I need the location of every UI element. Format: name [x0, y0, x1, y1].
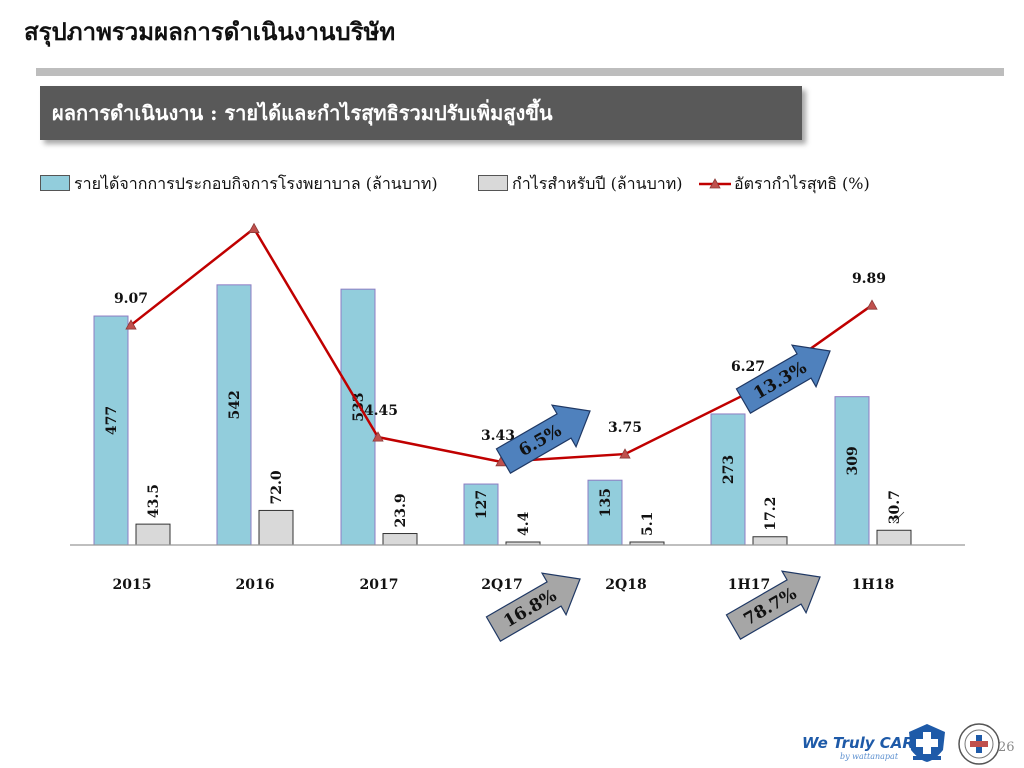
x-tick-label: 1H18	[852, 577, 894, 593]
revenue-bar	[216, 284, 252, 546]
legend-item-profit: กำไรสำหรับปี (ล้านบาท)	[478, 172, 683, 197]
net-margin-data-label: 3.43	[481, 428, 515, 444]
revenue-data-label: 127	[474, 490, 490, 519]
x-tick-label: 2015	[113, 577, 152, 593]
legend-swatch-profit	[478, 175, 508, 191]
profit-bar	[258, 509, 294, 546]
brand-logo-text: We Truly CARE	[802, 734, 925, 752]
profit-growth-arrow-1h: 78.7%	[725, 570, 821, 640]
profit-data-label: 17.2	[763, 497, 779, 531]
growth-arrow-1h: 13.3%	[735, 344, 831, 414]
profit-bar	[752, 536, 788, 546]
profit-bar	[135, 523, 171, 546]
section-banner: ผลการดำเนินงาน : รายได้และกำไรสุทธิรวมปร…	[40, 86, 802, 140]
net-margin-marker	[866, 299, 878, 310]
revenue-bar	[587, 479, 623, 546]
revenue-data-label: 477	[104, 406, 120, 435]
growth-arrow-2q-shape	[495, 404, 591, 474]
revenue-bar	[93, 315, 129, 546]
legend-item-margin: อัตรากำไรสุทธิ (%)	[698, 172, 870, 197]
net-margin-data-label: 4.45	[364, 403, 398, 419]
page-number: 26	[998, 740, 1015, 755]
revenue-data-label: 135	[598, 488, 614, 517]
chart-legend: รายได้จากการประกอบกิจการโรงพยาบาล (ล้านบ…	[40, 172, 940, 196]
net-margin-marker	[372, 431, 384, 442]
profit-growth-arrow-2q-shape	[485, 572, 581, 642]
legend-label-margin: อัตรากำไรสุทธิ (%)	[734, 174, 870, 193]
net-margin-marker	[125, 319, 137, 330]
profit-data-label: 4.4	[516, 511, 532, 536]
profit-data-label: 43.5	[146, 484, 162, 518]
revenue-profit-chart: 47743.5201554272.0201653323.920171274.42…	[70, 210, 965, 642]
x-tick-label: 1H17	[728, 577, 770, 593]
net-margin-data-label: 9.07	[114, 291, 148, 307]
profit-bar	[382, 533, 418, 546]
brand-logo-subtext: by wattanapat	[840, 752, 899, 761]
growth-arrow-2q: 6.5%	[495, 404, 591, 474]
revenue-data-label: 309	[845, 446, 861, 475]
revenue-bar	[710, 413, 746, 546]
net-margin-data-label: 13.05	[232, 210, 276, 211]
x-tick-label: 2Q18	[605, 577, 646, 593]
net-margin-data-label: 9.89	[852, 271, 886, 287]
title-divider	[36, 68, 1004, 76]
legend-line-marker	[699, 178, 731, 189]
revenue-data-label: 273	[721, 455, 737, 484]
profit-data-label: 72.0	[269, 470, 285, 504]
profit-data-label: 30.7	[887, 490, 903, 524]
revenue-bar	[834, 396, 870, 546]
profit-growth-arrow-1h-shape	[725, 570, 821, 640]
x-tick-label: 2017	[360, 577, 399, 593]
revenue-bar	[340, 288, 376, 546]
growth-arrow-1h-shape	[735, 344, 831, 414]
slide-title: สรุปภาพรวมผลการดำเนินงานบริษัท	[24, 17, 396, 46]
legend-label-revenue: รายได้จากการประกอบกิจการโรงพยาบาล (ล้านบ…	[74, 174, 438, 193]
legend-label-profit: กำไรสำหรับปี (ล้านบาท)	[512, 174, 683, 193]
revenue-data-label: 542	[227, 390, 243, 419]
x-tick-label: 2016	[236, 577, 275, 593]
legend-item-revenue: รายได้จากการประกอบกิจการโรงพยาบาล (ล้านบ…	[40, 172, 438, 197]
legend-swatch-revenue	[40, 175, 70, 191]
hospital-shield-logo	[909, 724, 945, 762]
profit-data-label: 23.9	[393, 493, 409, 527]
profit-growth-arrow-2q: 16.8%	[485, 572, 581, 642]
net-margin-marker	[619, 448, 631, 459]
x-tick-label: 2Q17	[481, 577, 522, 593]
net-margin-data-label: 3.75	[608, 420, 642, 436]
net-margin-data-label: 6.27	[731, 359, 765, 375]
net-margin-marker	[248, 222, 260, 233]
accreditation-seal-icon	[958, 723, 1000, 765]
profit-bar	[876, 529, 912, 546]
profit-data-label: 5.1	[640, 512, 656, 536]
profit-label-leader-line	[892, 511, 905, 524]
